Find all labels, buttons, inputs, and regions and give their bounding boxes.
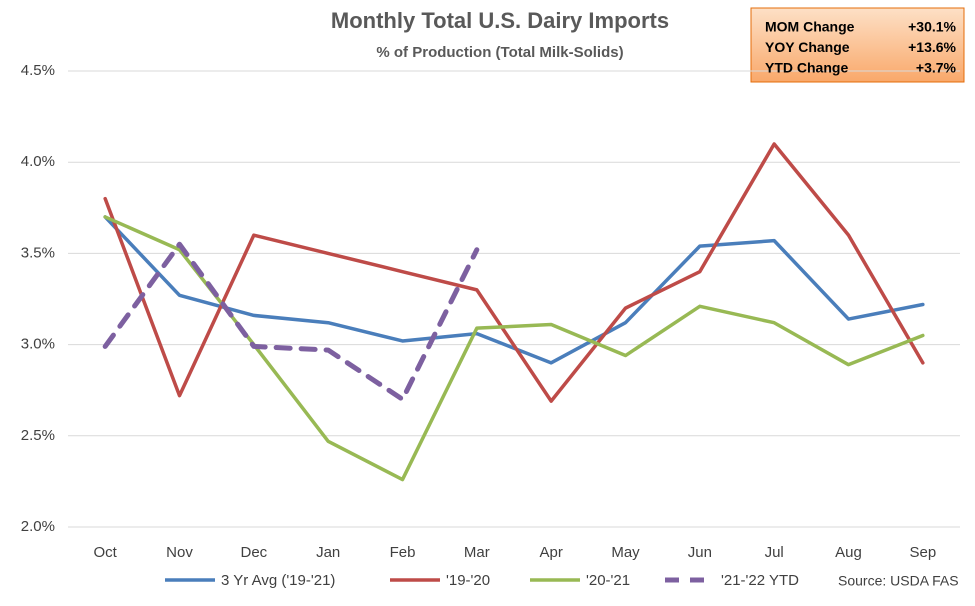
series-line <box>103 142 925 403</box>
x-tick-label: Sep <box>909 544 936 561</box>
legend-label: '21-'22 YTD <box>721 572 799 589</box>
x-tick-label: Mar <box>464 544 490 561</box>
x-tick-label: Aug <box>835 544 862 561</box>
chart-subtitle: % of Production (Total Milk-Solids) <box>376 44 623 61</box>
legend-label: 3 Yr Avg ('19-'21) <box>221 572 335 589</box>
x-tick-label: Oct <box>93 544 117 561</box>
x-tick-label: Nov <box>166 544 193 561</box>
info-value: +3.7% <box>916 60 957 76</box>
x-tick-label: Jan <box>316 544 340 561</box>
chart-title: Monthly Total U.S. Dairy Imports <box>331 8 669 33</box>
info-value: +30.1% <box>908 19 956 35</box>
source-note: Source: USDA FAS <box>838 573 959 589</box>
info-box <box>750 7 965 83</box>
legend-label: '19-'20 <box>446 572 490 589</box>
info-label: YOY Change <box>765 39 850 55</box>
x-tick-label: Jul <box>765 544 784 561</box>
info-value: +13.6% <box>908 39 956 55</box>
y-tick-label: 4.5% <box>21 62 55 79</box>
x-tick-label: Apr <box>539 544 562 561</box>
y-tick-label: 2.0% <box>21 518 55 535</box>
y-tick-label: 2.5% <box>21 427 55 444</box>
x-tick-label: Jun <box>688 544 712 561</box>
x-tick-label: Feb <box>390 544 416 561</box>
series-line <box>102 241 480 402</box>
info-label: YTD Change <box>765 60 848 76</box>
y-tick-label: 3.5% <box>21 244 55 261</box>
info-label: MOM Change <box>765 19 855 35</box>
x-tick-label: May <box>611 544 640 561</box>
legend-label: '20-'21 <box>586 572 630 589</box>
y-tick-label: 4.0% <box>21 153 55 170</box>
x-tick-label: Dec <box>240 544 267 561</box>
y-tick-label: 3.0% <box>21 336 55 353</box>
